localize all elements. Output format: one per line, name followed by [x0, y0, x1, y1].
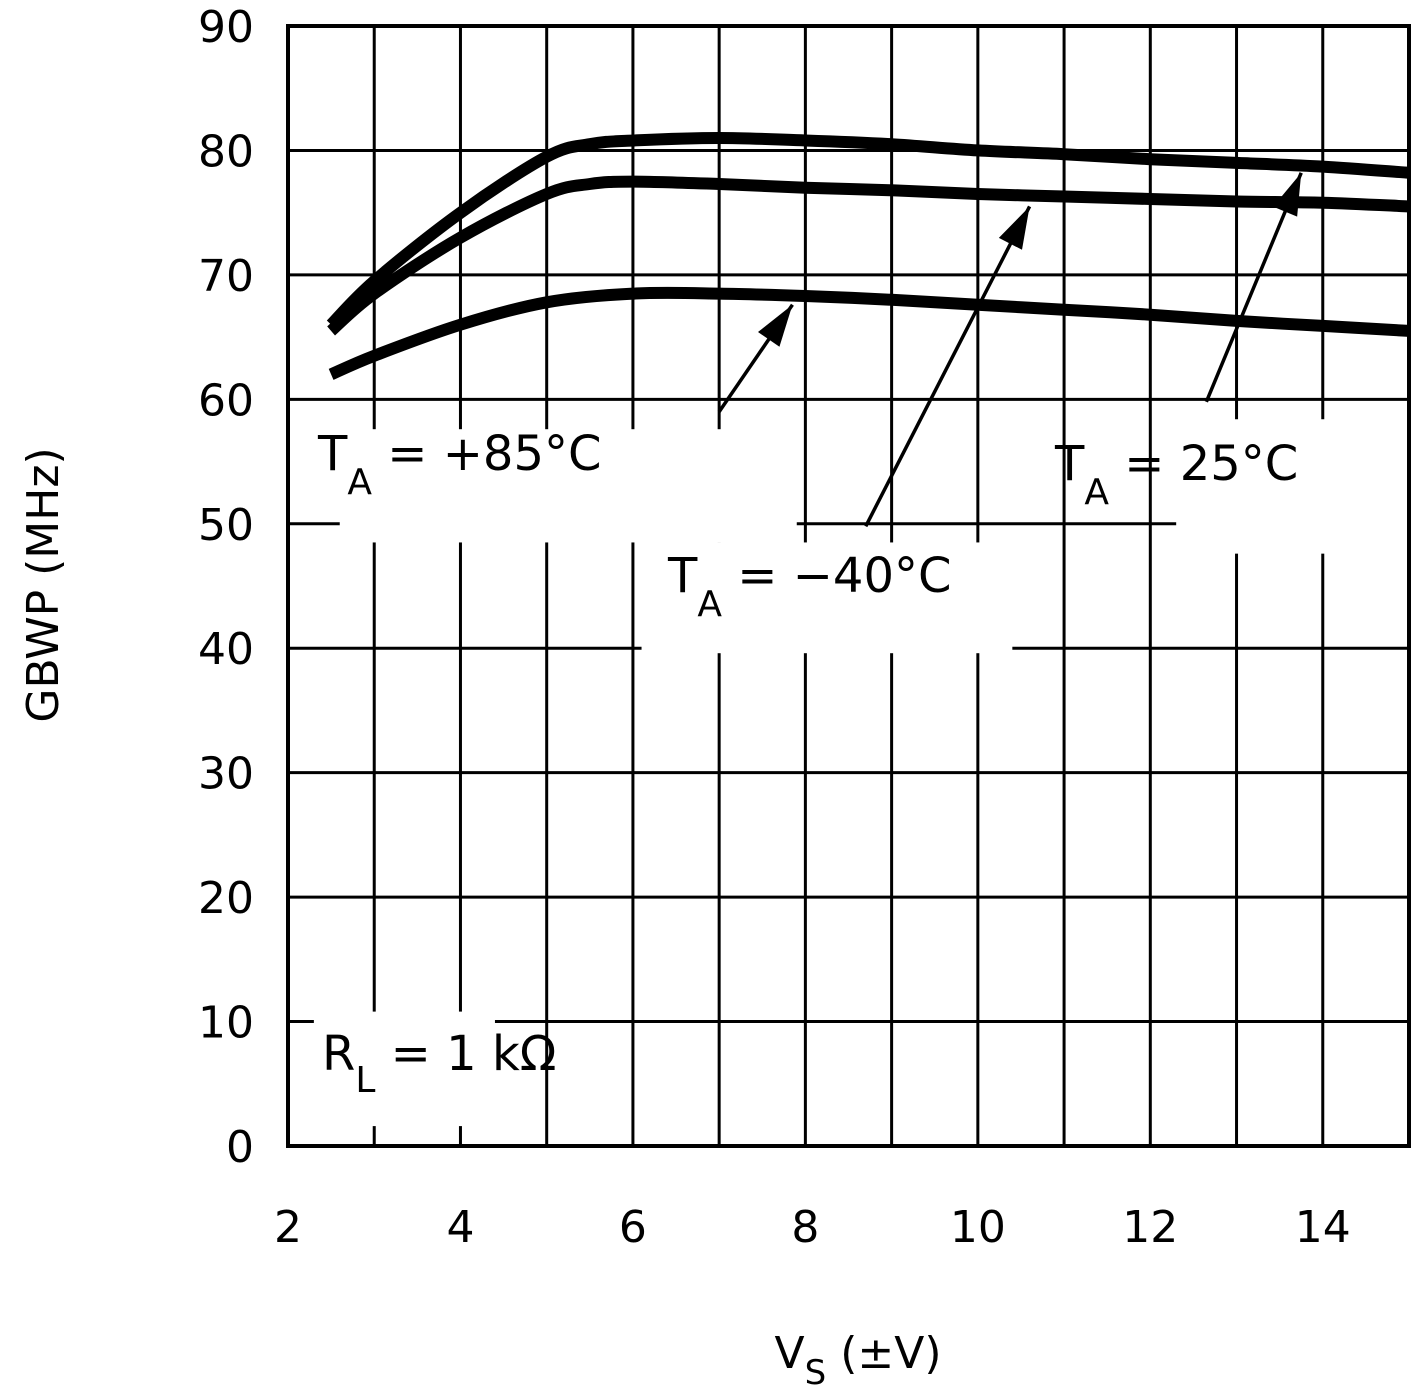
label-load-resistance-suffix: = 1 kΩ [375, 1026, 556, 1082]
arrow-shaft [864, 205, 1032, 528]
x-axis-label-sub: S [805, 1353, 827, 1390]
label-85c: TA = +85°C [317, 426, 602, 503]
x-tick-label: 2 [274, 1202, 302, 1253]
x-tick-label: 6 [619, 1202, 647, 1253]
label-minus40c-suffix: = −40°C [722, 548, 952, 604]
y-tick-label: 0 [226, 1122, 254, 1173]
label-load-resistance-main: R [322, 1026, 355, 1082]
y-tick-label: 50 [198, 500, 254, 551]
y-tick-labels: 0 10 20 30 40 50 60 70 80 90 [198, 2, 254, 1173]
label-25c-background [1176, 419, 1409, 554]
arrow-85c [717, 303, 794, 413]
label-minus40c-main: T [667, 548, 698, 604]
y-tick-label: 40 [198, 624, 254, 675]
y-tick-label: 60 [198, 375, 254, 426]
x-tick-label: 10 [950, 1202, 1006, 1253]
label-85c-sub: A [347, 462, 372, 503]
x-axis-label: VS (±V) [775, 1328, 942, 1390]
arrow-head [757, 304, 793, 347]
label-minus40c: TA = −40°C [667, 548, 952, 625]
y-tick-label: 20 [198, 873, 254, 924]
arrow-head [998, 206, 1030, 250]
label-load-resistance: RL = 1 kΩ [322, 1026, 556, 1101]
arrow-head [1273, 172, 1302, 217]
y-tick-label: 10 [198, 998, 254, 1049]
arrow-minus40c [864, 205, 1032, 528]
series-25c-line [326, 132, 1410, 329]
x-tick-labels: 2 4 6 8 10 12 14 [274, 1202, 1351, 1253]
label-minus40c-background [641, 542, 1013, 654]
x-tick-label: 4 [446, 1202, 474, 1253]
arrow-25c [1204, 172, 1303, 403]
y-tick-label: 90 [198, 2, 254, 53]
series-85c-line [328, 286, 1410, 380]
x-tick-label: 8 [791, 1202, 819, 1253]
y-tick-label: 70 [198, 251, 254, 302]
series-curves [326, 132, 1410, 380]
y-tick-label: 80 [198, 126, 254, 177]
x-axis-label-suffix: (±V) [826, 1328, 941, 1379]
y-axis-label: GBWP (MHz) [18, 447, 69, 722]
label-load-resistance-sub: L [355, 1060, 375, 1101]
series-minus40c-line [327, 175, 1410, 336]
annotation-arrows [717, 172, 1303, 528]
annotation-backgrounds [313, 419, 1409, 1127]
x-tick-label: 12 [1122, 1202, 1178, 1253]
label-minus40c-sub: A [697, 584, 722, 625]
x-tick-label: 14 [1295, 1202, 1351, 1253]
label-85c-suffix: = +85°C [372, 426, 602, 482]
label-load-resistance-background [313, 1011, 495, 1127]
label-25c-main: T [1054, 436, 1085, 492]
y-tick-label: 30 [198, 749, 254, 800]
x-axis-label-main: V [775, 1328, 805, 1379]
grid-lines [288, 26, 1409, 1146]
label-85c-background [339, 429, 797, 543]
label-85c-main: T [317, 426, 348, 482]
label-25c-suffix: = 25°C [1109, 436, 1298, 492]
label-25c-sub: A [1084, 472, 1109, 513]
plot-frame [286, 24, 1411, 1148]
label-25c: TA = 25°C [1054, 436, 1298, 513]
